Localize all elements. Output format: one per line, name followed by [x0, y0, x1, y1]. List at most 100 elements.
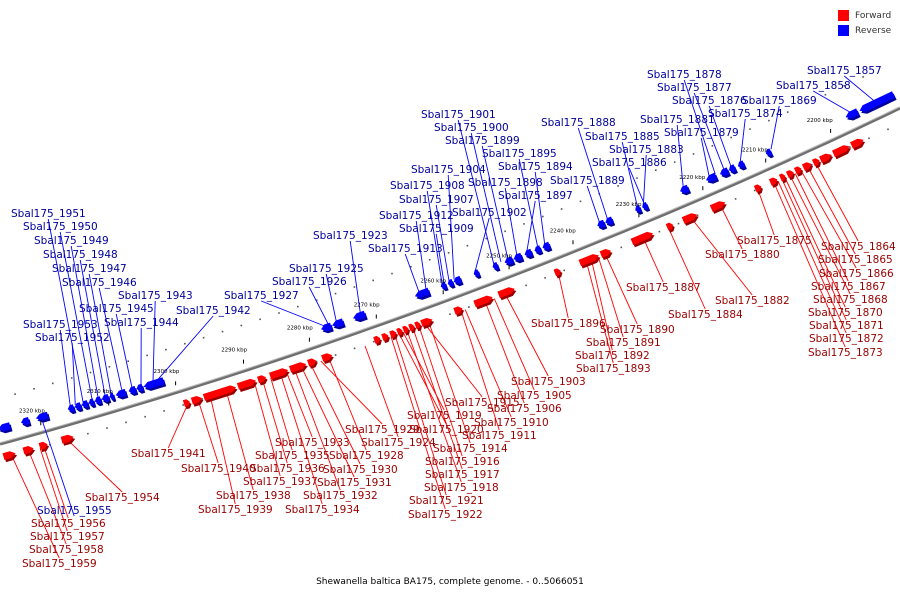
forward-gene-arrow[interactable]: [321, 353, 333, 362]
gene-label[interactable]: Sbal175_1953: [23, 319, 98, 331]
gene-label[interactable]: Sbal175_1948: [43, 249, 118, 261]
gene-label[interactable]: Sbal175_1913: [368, 243, 443, 255]
gene-label[interactable]: Sbal175_1927: [224, 290, 299, 302]
gene-label[interactable]: Sbal175_1926: [272, 276, 347, 288]
reverse-gene-arrow[interactable]: [88, 398, 95, 406]
forward-gene-arrow[interactable]: [709, 201, 726, 212]
reverse-gene-arrow[interactable]: [21, 417, 30, 425]
reverse-gene-arrow[interactable]: [74, 402, 82, 410]
gene-label[interactable]: Sbal175_1868: [813, 294, 888, 306]
gene-label[interactable]: Sbal175_1889: [550, 175, 625, 187]
gene-label[interactable]: Sbal175_1941: [131, 448, 206, 460]
gene-label[interactable]: Sbal175_1887: [626, 282, 701, 294]
gene-label[interactable]: Sbal175_1915: [445, 397, 520, 409]
gene-label[interactable]: Sbal175_1959: [22, 558, 97, 570]
gene-label[interactable]: Sbal175_1857: [807, 65, 882, 77]
gene-label[interactable]: Sbal175_1870: [808, 307, 883, 319]
forward-gene-arrow[interactable]: [850, 138, 864, 149]
gene-label[interactable]: Sbal175_1910: [474, 417, 549, 429]
forward-gene-arrow[interactable]: [497, 287, 515, 299]
gene-label[interactable]: Sbal175_1896: [531, 318, 606, 330]
forward-gene-arrow[interactable]: [190, 396, 202, 405]
gene-label[interactable]: Sbal175_1894: [498, 161, 573, 173]
gene-label[interactable]: Sbal175_1943: [118, 290, 193, 302]
reverse-gene-arrow[interactable]: [447, 278, 454, 287]
gene-label[interactable]: Sbal175_1938: [216, 490, 291, 502]
reverse-gene-arrow[interactable]: [473, 269, 480, 277]
forward-gene-arrow[interactable]: [396, 327, 403, 336]
reverse-gene-arrow[interactable]: [35, 411, 49, 421]
gene-label[interactable]: Sbal175_1891: [586, 337, 661, 349]
gene-label[interactable]: Sbal175_1898: [468, 177, 543, 189]
forward-gene-arrow[interactable]: [22, 446, 34, 455]
reverse-gene-arrow[interactable]: [440, 281, 447, 290]
reverse-gene-arrow[interactable]: [0, 422, 11, 431]
gene-label[interactable]: Sbal175_1923: [313, 230, 388, 242]
gene-label[interactable]: Sbal175_1947: [52, 263, 127, 275]
forward-gene-arrow[interactable]: [389, 330, 397, 338]
gene-label[interactable]: Sbal175_1884: [668, 309, 743, 321]
gene-label[interactable]: Sbal175_1882: [715, 295, 790, 307]
gene-label[interactable]: Sbal175_1877: [657, 82, 732, 94]
reverse-gene-arrow[interactable]: [845, 108, 860, 119]
gene-label[interactable]: Sbal175_1865: [818, 254, 893, 266]
gene-label[interactable]: Sbal175_1945: [79, 303, 154, 315]
forward-gene-arrow[interactable]: [408, 323, 415, 332]
gene-label[interactable]: Sbal175_1956: [31, 518, 106, 530]
gene-label[interactable]: Sbal175_1888: [541, 117, 616, 129]
forward-gene-arrow[interactable]: [811, 158, 820, 167]
gene-label[interactable]: Sbal175_1872: [809, 333, 884, 345]
reverse-gene-arrow[interactable]: [321, 322, 333, 332]
forward-gene-arrow[interactable]: [785, 170, 794, 178]
reverse-gene-arrow[interactable]: [859, 91, 895, 112]
reverse-gene-arrow[interactable]: [94, 396, 102, 404]
reverse-gene-arrow[interactable]: [542, 241, 551, 250]
gene-label[interactable]: Sbal175_1952: [35, 332, 110, 344]
reverse-gene-arrow[interactable]: [143, 377, 165, 389]
gene-label[interactable]: Sbal175_1885: [585, 131, 660, 143]
reverse-gene-arrow[interactable]: [109, 392, 115, 400]
forward-gene-arrow[interactable]: [381, 333, 389, 341]
forward-gene-arrow[interactable]: [414, 321, 421, 329]
gene-label[interactable]: Sbal175_1873: [808, 347, 883, 359]
reverse-gene-arrow[interactable]: [504, 256, 514, 265]
reverse-gene-arrow[interactable]: [332, 318, 345, 328]
reverse-gene-arrow[interactable]: [67, 404, 75, 412]
reverse-gene-arrow[interactable]: [414, 287, 430, 298]
gene-label[interactable]: Sbal175_1921: [409, 495, 484, 507]
gene-label[interactable]: Sbal175_1954: [85, 492, 160, 504]
reverse-gene-arrow[interactable]: [597, 219, 606, 228]
gene-label[interactable]: Sbal175_1916: [425, 456, 500, 468]
gene-label[interactable]: Sbal175_1893: [576, 363, 651, 375]
gene-label[interactable]: Sbal175_1907: [399, 194, 474, 206]
forward-gene-arrow[interactable]: [553, 268, 561, 277]
reverse-gene-arrow[interactable]: [765, 148, 773, 157]
gene-label[interactable]: Sbal175_1866: [819, 268, 894, 280]
forward-gene-arrow[interactable]: [182, 399, 190, 407]
gene-label[interactable]: Sbal175_1881: [640, 114, 715, 126]
gene-label[interactable]: Sbal175_1929: [345, 424, 420, 436]
forward-gene-arrow[interactable]: [269, 368, 289, 380]
forward-gene-arrow[interactable]: [801, 162, 812, 171]
reverse-gene-arrow[interactable]: [635, 204, 642, 213]
forward-gene-arrow[interactable]: [665, 222, 674, 231]
forward-gene-arrow[interactable]: [599, 249, 611, 258]
gene-label[interactable]: Sbal175_1880: [705, 249, 780, 261]
gene-label[interactable]: Sbal175_1918: [424, 482, 499, 494]
gene-label[interactable]: Sbal175_1939: [198, 504, 273, 516]
gene-label[interactable]: Sbal175_1879: [664, 127, 739, 139]
reverse-gene-arrow[interactable]: [353, 310, 367, 320]
gene-label[interactable]: Sbal175_1904: [411, 164, 486, 176]
gene-label[interactable]: Sbal175_1878: [647, 69, 722, 81]
forward-gene-arrow[interactable]: [236, 378, 256, 390]
reverse-gene-arrow[interactable]: [115, 388, 127, 398]
gene-label[interactable]: Sbal175_1930: [323, 464, 398, 476]
forward-gene-arrow[interactable]: [202, 385, 236, 401]
reverse-gene-arrow[interactable]: [513, 252, 523, 261]
gene-label[interactable]: Sbal175_1940: [181, 463, 256, 475]
gene-label[interactable]: Sbal175_1944: [104, 317, 179, 329]
forward-gene-arrow[interactable]: [768, 177, 778, 186]
reverse-gene-arrow[interactable]: [81, 400, 89, 408]
forward-gene-arrow[interactable]: [453, 306, 463, 315]
gene-label[interactable]: Sbal175_1867: [811, 281, 886, 293]
